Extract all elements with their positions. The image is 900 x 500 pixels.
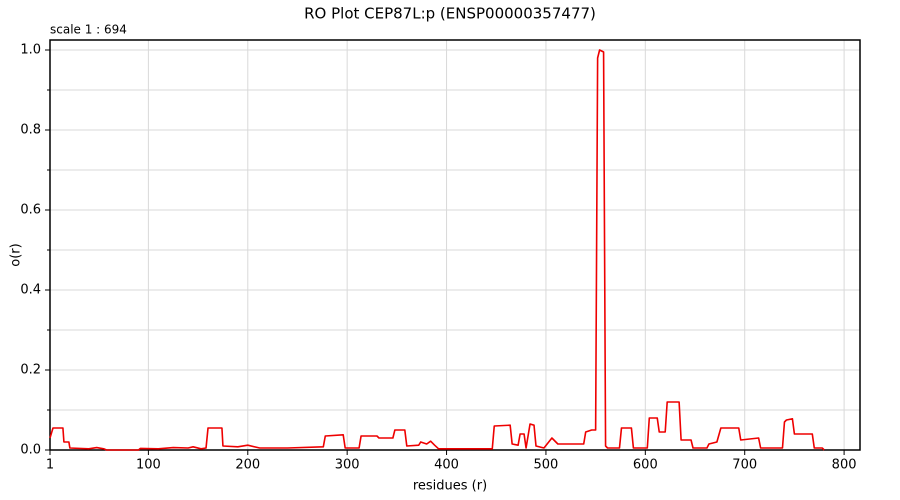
x-tick-label: 200 [235,458,260,473]
x-tick-label: 300 [335,458,360,473]
x-tick-label: 1 [46,458,54,473]
y-tick-label: 0.0 [20,443,41,458]
y-tick-label: 0.2 [20,363,41,378]
x-tick-label: 700 [732,458,757,473]
y-tick-label: 1.0 [20,43,41,58]
plot-frame [49,39,861,451]
x-tick-label: 400 [434,458,459,473]
y-tick-label: 0.4 [20,283,41,298]
data-line [49,49,825,451]
x-tick-label: 600 [633,458,658,473]
chart-title: RO Plot CEP87L:p (ENSP00000357477) [304,5,596,23]
x-tick-label: 100 [136,458,161,473]
x-tick-label: 800 [832,458,857,473]
y-axis-label: o(r) [9,243,24,266]
x-axis-label: residues (r) [413,479,487,494]
scale-label: scale 1 : 694 [50,23,127,37]
x-tick-label: 500 [534,458,559,473]
y-tick-label: 0.6 [20,203,41,218]
y-tick-label: 0.8 [20,123,41,138]
